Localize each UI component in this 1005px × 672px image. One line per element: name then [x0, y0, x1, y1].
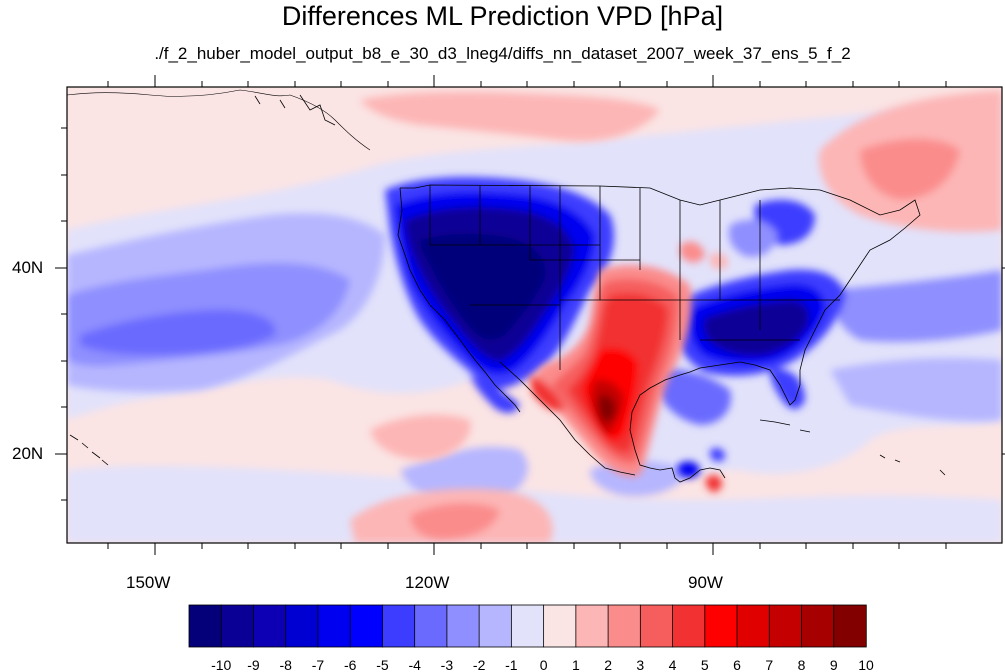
colorbar-box-17 [736, 604, 770, 648]
colorbar-tick-label: 2 [604, 657, 612, 672]
colorbar-box-13 [607, 604, 642, 648]
colorbar-box-15 [672, 604, 706, 648]
us-west-deep-blue [385, 177, 614, 413]
colorbar-box-11 [543, 604, 577, 648]
colorbar: -10 -9 -8 -7 -6 -5 -4 -3 -2 -1 0 1 2 3 4 5 6 7 8 9 10 [188, 604, 874, 672]
colorbar-box-1 [220, 604, 255, 648]
lon-label-150w: 150W [126, 573, 171, 592]
colorbar-tick-label: 1 [572, 657, 580, 672]
land-outlines [67, 89, 946, 483]
colorbar-box-14 [639, 604, 674, 648]
colorbar-box-20 [833, 604, 867, 648]
colorbar-tick-label: 0 [540, 657, 548, 672]
colorbar-tick-label: -8 [279, 657, 292, 672]
colorbar-tick-label: -2 [473, 657, 486, 672]
colorbar-tick-label: -3 [441, 657, 454, 672]
us-east-deep-blue [650, 199, 845, 425]
colorbar-box-5 [349, 604, 384, 648]
colorbar-box-4 [317, 604, 351, 648]
colorbar-box-16 [704, 604, 738, 648]
colorbar-box-2 [253, 604, 287, 648]
colorbar-box-9 [478, 604, 513, 648]
plot-frame [66, 86, 1003, 544]
colorbar-box-10 [510, 604, 545, 648]
small-patches [678, 241, 728, 478]
colorbar-tick-label: -4 [408, 657, 421, 672]
lat-label-40n: 40N [12, 258, 44, 277]
colorbar-box-7 [414, 604, 448, 648]
colorbar-tick-label: 6 [733, 657, 741, 672]
colorbar-box-6 [382, 604, 416, 648]
colorbar-tick-label: -9 [247, 657, 260, 672]
colorbar-box-0 [188, 604, 222, 648]
axis-ticks [55, 75, 1005, 555]
pacific-blue-band [67, 213, 385, 393]
colorbar-tick-label: -10 [211, 657, 231, 672]
colorbar-tick-label: -1 [505, 657, 518, 672]
plains-mexico-red [530, 265, 722, 492]
colorbar-tick-label: -6 [344, 657, 357, 672]
colorbar-tick-label: 7 [765, 657, 773, 672]
colorbar-tick-label: -7 [312, 657, 325, 672]
figure-subtitle: ./f_2_huber_model_output_b8_e_30_d3_lneg… [154, 44, 851, 63]
colorbar-box-12 [575, 604, 609, 648]
colorbar-box-19 [801, 604, 835, 648]
colorbar-tick-label: 3 [636, 657, 644, 672]
colorbar-box-8 [446, 604, 480, 648]
colorbar-tick-label: 5 [701, 657, 709, 672]
colorbar-box-3 [285, 604, 319, 648]
warm-patches [350, 90, 1002, 543]
colorbar-tick-label: 4 [669, 657, 677, 672]
map-field [67, 87, 1002, 543]
figure-title: Differences ML Prediction VPD [hPa] [281, 1, 724, 31]
colorbar-tick-label: -5 [376, 657, 389, 672]
lon-label-90w: 90W [688, 573, 723, 592]
colorbar-box-18 [768, 604, 803, 648]
colorbar-tick-label: 8 [798, 657, 806, 672]
colorbar-tick-label: 9 [830, 657, 838, 672]
lon-label-120w: 120W [405, 573, 450, 592]
lat-label-20n: 20N [12, 444, 44, 463]
colorbar-tick-label: 10 [858, 657, 874, 672]
